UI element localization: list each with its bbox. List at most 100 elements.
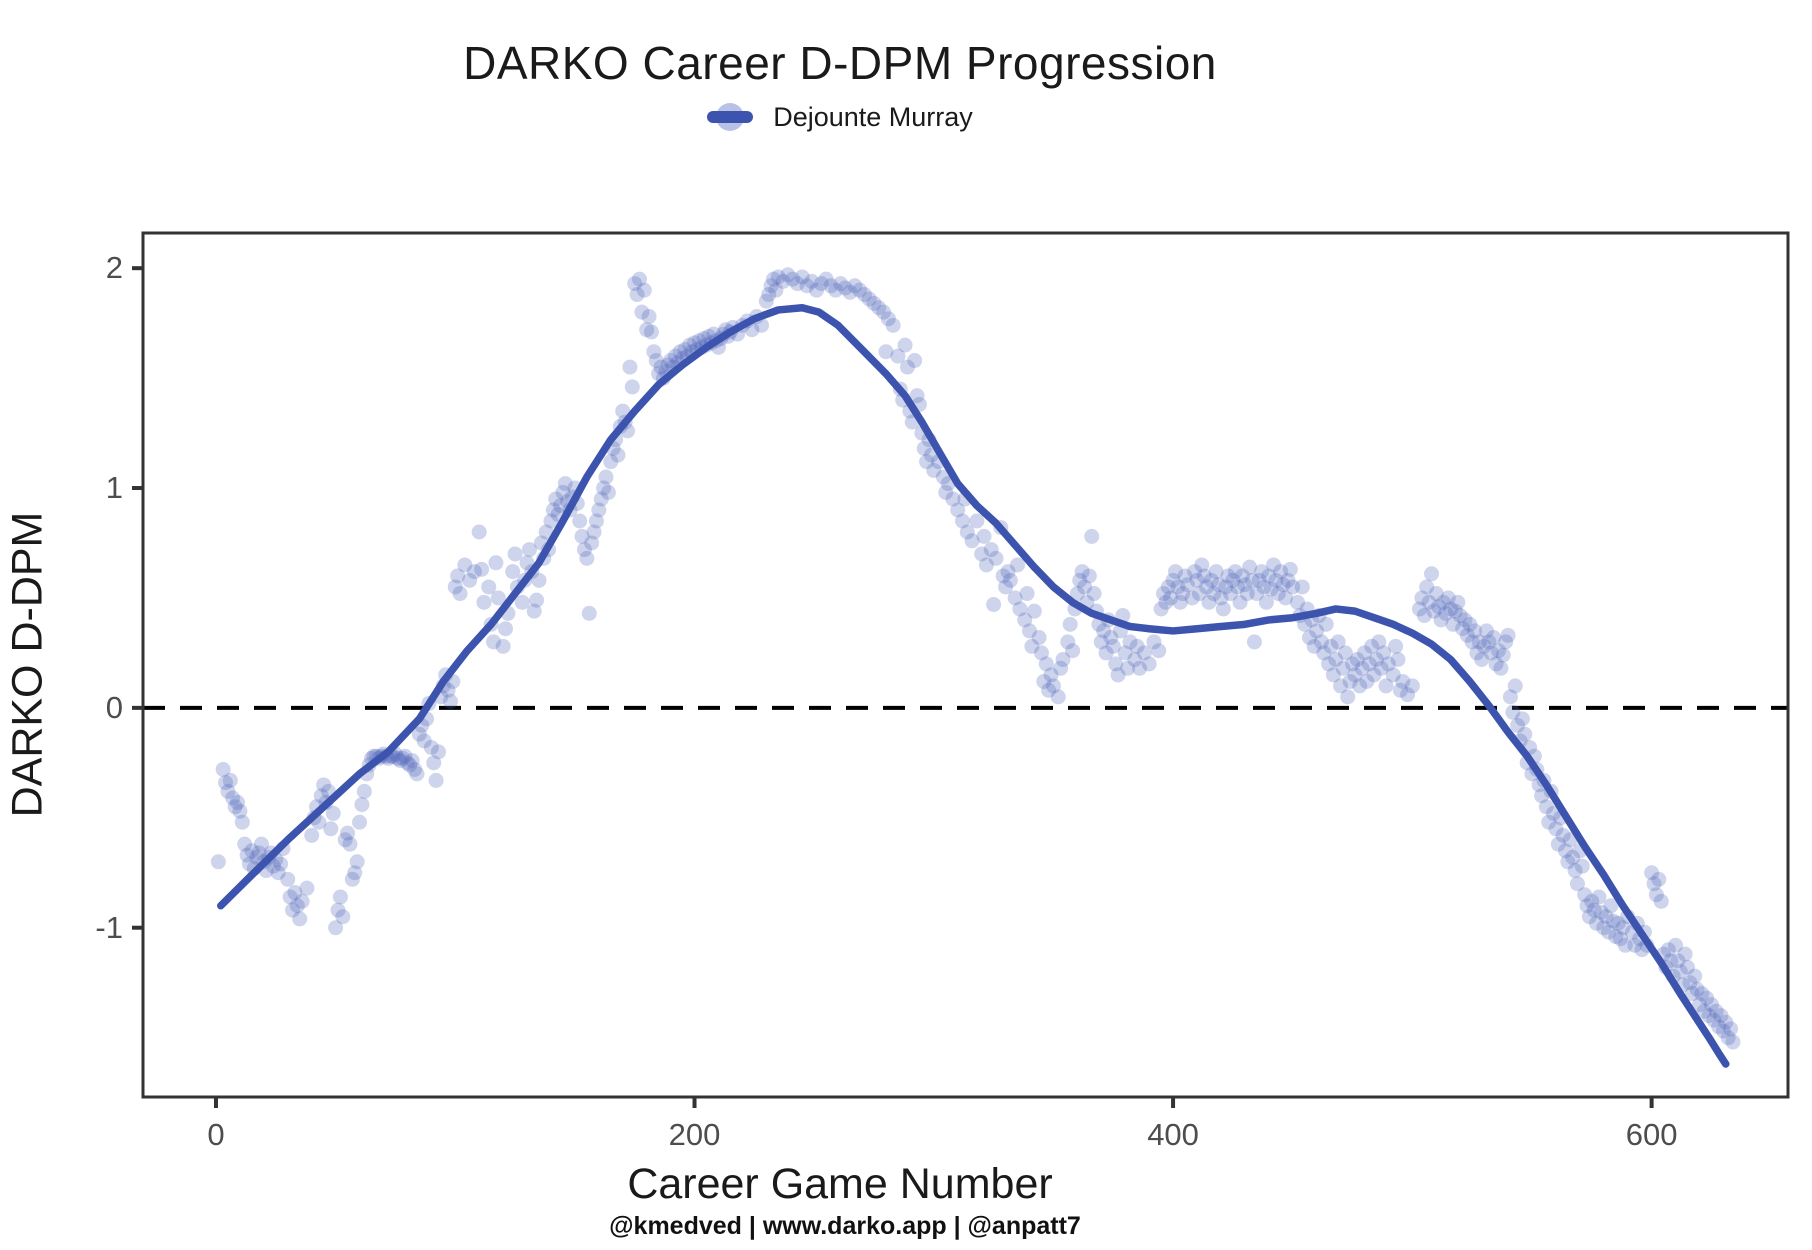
scatter-point bbox=[677, 342, 693, 358]
scatter-point bbox=[1199, 579, 1215, 595]
scatter-point bbox=[1421, 594, 1437, 610]
scatter-point bbox=[1720, 1030, 1736, 1046]
scatter-point bbox=[1390, 652, 1406, 668]
scatter-point bbox=[1589, 915, 1605, 931]
scatter-point bbox=[1546, 805, 1562, 821]
scatter-point bbox=[411, 726, 427, 742]
scatter-point bbox=[1050, 689, 1066, 705]
scatter-point bbox=[1278, 590, 1294, 606]
scatter-point bbox=[1581, 909, 1597, 925]
scatter-point bbox=[1414, 590, 1430, 606]
scatter-point bbox=[1371, 634, 1387, 650]
scatter-point bbox=[988, 550, 1004, 566]
scatter-point bbox=[548, 491, 564, 507]
scatter-point bbox=[1172, 594, 1188, 610]
scatter-point bbox=[344, 871, 360, 887]
scatter-point bbox=[1392, 682, 1408, 698]
scatter-point bbox=[818, 271, 834, 287]
scatter-point bbox=[1380, 656, 1396, 672]
scatter-point bbox=[1103, 630, 1119, 646]
scatter-point bbox=[581, 605, 597, 621]
x-tick-label: 600 bbox=[1625, 1117, 1678, 1152]
scatter-point bbox=[1036, 673, 1052, 689]
scatter-point bbox=[885, 317, 901, 333]
scatter-point bbox=[227, 799, 243, 815]
scatter-point bbox=[1010, 557, 1026, 573]
scatter-point bbox=[234, 814, 250, 830]
scatter-point bbox=[871, 300, 887, 316]
scatter-point bbox=[1033, 645, 1049, 661]
scatter-point bbox=[447, 579, 463, 595]
x-tick-label: 200 bbox=[668, 1117, 721, 1152]
scatter-point bbox=[1610, 915, 1626, 931]
scatter-point bbox=[1579, 898, 1595, 914]
scatter-point bbox=[691, 333, 707, 349]
scatter-point bbox=[909, 388, 925, 404]
scatter-point bbox=[1043, 667, 1059, 683]
scatter-point bbox=[596, 480, 612, 496]
scatter-point bbox=[356, 783, 372, 799]
scatter-point bbox=[828, 282, 844, 298]
scatter-point bbox=[1285, 579, 1301, 595]
scatter-point bbox=[1337, 645, 1353, 661]
scatter-point bbox=[754, 317, 770, 333]
scatter-point bbox=[349, 854, 365, 870]
scatter-point bbox=[1347, 667, 1363, 683]
scatter-point bbox=[1596, 920, 1612, 936]
scatter-point bbox=[1191, 586, 1207, 602]
scatter-point bbox=[1703, 997, 1719, 1013]
scatter-point bbox=[1045, 678, 1061, 694]
scatter-point bbox=[1672, 964, 1688, 980]
trend-line-icon bbox=[707, 111, 754, 123]
scatter-point bbox=[397, 748, 413, 764]
scatter-point bbox=[490, 590, 506, 606]
scatter-point bbox=[1002, 572, 1018, 588]
scatter-point bbox=[1249, 586, 1265, 602]
scatter-point bbox=[1438, 605, 1454, 621]
scatter-point bbox=[404, 753, 420, 769]
scatter-point bbox=[232, 803, 248, 819]
scatter-point bbox=[1117, 645, 1133, 661]
scatter-point bbox=[852, 282, 868, 298]
scatter-point bbox=[442, 693, 458, 709]
scatter-point bbox=[1155, 586, 1171, 602]
scatter-point bbox=[1060, 634, 1076, 650]
legend-key bbox=[707, 101, 754, 133]
scatter-point bbox=[983, 542, 999, 558]
scatter-point bbox=[1474, 652, 1490, 668]
scatter-point bbox=[313, 788, 329, 804]
scatter-point bbox=[239, 847, 255, 863]
scatter-point bbox=[1648, 887, 1664, 903]
scatter-point bbox=[1400, 687, 1416, 703]
scatter-point bbox=[636, 282, 652, 298]
scatter-point bbox=[631, 271, 647, 287]
scatter-point bbox=[1713, 1008, 1729, 1024]
scatter-point bbox=[1129, 638, 1145, 654]
scatter-point bbox=[249, 849, 265, 865]
scatter-point bbox=[639, 322, 655, 338]
scatter-point bbox=[1376, 645, 1392, 661]
scatter-point bbox=[926, 462, 942, 478]
scatter-point bbox=[1708, 1003, 1724, 1019]
scatter-point bbox=[1488, 656, 1504, 672]
scatter-point bbox=[457, 557, 473, 573]
scatter-point bbox=[1534, 788, 1550, 804]
scatter-point bbox=[667, 348, 683, 364]
scatter-point bbox=[1431, 599, 1447, 615]
scatter-point bbox=[978, 557, 994, 573]
scatter-point bbox=[813, 276, 829, 292]
scatter-point bbox=[481, 579, 497, 595]
scatter-point bbox=[407, 761, 423, 777]
scatter-point bbox=[1651, 871, 1667, 887]
scatter-point bbox=[1318, 616, 1334, 632]
scatter-point bbox=[945, 491, 961, 507]
scatter-point bbox=[1598, 909, 1614, 925]
scatter-point bbox=[1701, 1008, 1717, 1024]
scatter-point bbox=[1127, 652, 1143, 668]
scatter-point bbox=[1364, 638, 1380, 654]
scatter-point bbox=[495, 638, 511, 654]
scatter-point bbox=[1160, 579, 1176, 595]
scatter-point bbox=[1378, 678, 1394, 694]
scatter-point bbox=[593, 491, 609, 507]
scatter-point bbox=[1017, 612, 1033, 628]
